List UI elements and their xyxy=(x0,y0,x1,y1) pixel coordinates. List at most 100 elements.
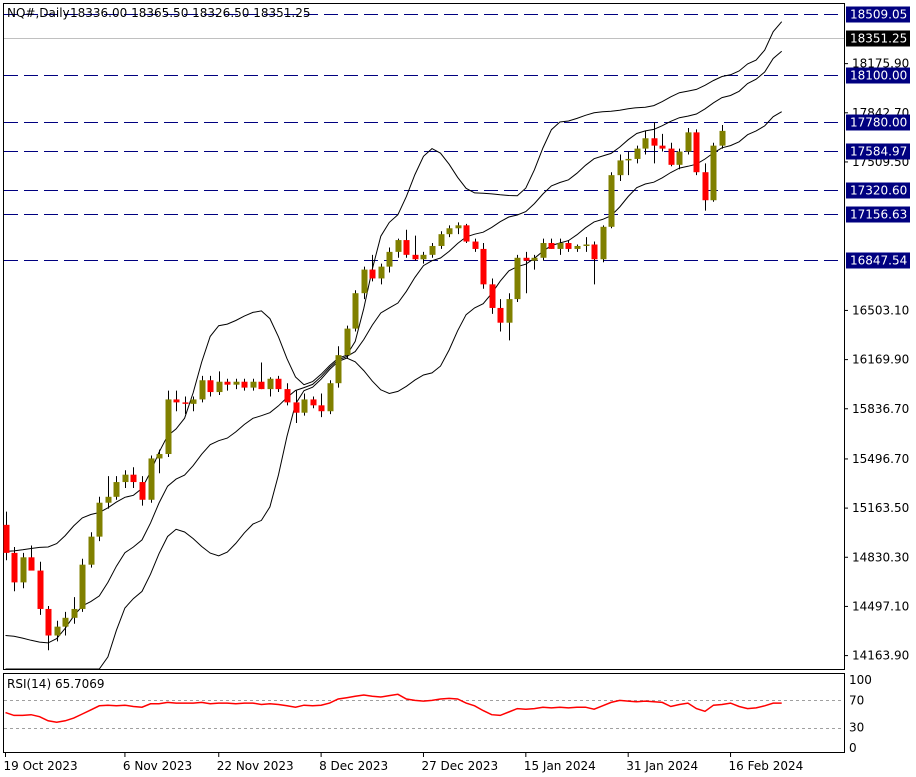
candle xyxy=(378,263,385,285)
candle-body xyxy=(258,381,265,390)
bollinger-mid xyxy=(5,50,783,644)
candle xyxy=(489,278,496,314)
candle-body xyxy=(20,557,27,583)
rsi-tick-label: 0 xyxy=(849,741,857,755)
candle-body xyxy=(617,160,624,176)
candle-body xyxy=(702,172,709,201)
candle xyxy=(233,378,240,390)
candle xyxy=(105,476,112,509)
candle-body xyxy=(378,266,385,279)
candle-body xyxy=(548,243,555,249)
candle xyxy=(96,496,103,542)
candle xyxy=(28,545,35,571)
candle xyxy=(403,229,410,258)
candle xyxy=(224,378,231,391)
level-label-bg xyxy=(846,252,910,269)
candle-body xyxy=(352,293,359,329)
candle-body xyxy=(284,389,291,403)
candle-body xyxy=(438,234,445,246)
candle-body xyxy=(3,524,10,553)
candle-body xyxy=(506,299,513,323)
time-tick-label: 31 Jan 2024 xyxy=(626,759,698,773)
candle xyxy=(361,266,368,300)
candle-body xyxy=(472,241,479,249)
candle xyxy=(668,142,675,167)
candle-body xyxy=(634,148,641,159)
candle-body xyxy=(79,564,86,609)
candle xyxy=(420,251,427,264)
level-label-bg xyxy=(846,67,910,84)
candle xyxy=(702,163,709,211)
candle xyxy=(497,299,504,332)
candle-body xyxy=(625,158,632,161)
candle-body xyxy=(207,380,214,393)
level-label-bg xyxy=(846,114,910,131)
rsi-line xyxy=(5,693,782,723)
candle-body xyxy=(574,245,581,249)
time-tick-label: 27 Dec 2023 xyxy=(421,759,498,773)
candle-body xyxy=(37,570,44,609)
candle-body xyxy=(514,257,521,300)
price-tick-label: 14497.10 xyxy=(852,599,909,613)
time-tick-label: 6 Nov 2023 xyxy=(123,759,192,773)
chart-ohlc: 18336.00 18365.50 18326.50 18351.25 xyxy=(70,6,310,20)
candle-body xyxy=(301,399,308,413)
candle-body xyxy=(497,307,504,323)
price-tick-label: 15496.70 xyxy=(852,452,909,466)
candle-body xyxy=(173,399,180,403)
level-labels: 18509.05 18100.00 17780.00 17584.97 17320.60… xyxy=(846,6,910,269)
candle-body xyxy=(455,225,462,229)
candle xyxy=(429,243,436,258)
candle xyxy=(275,375,282,393)
candle-body xyxy=(659,145,666,149)
candle xyxy=(600,225,607,263)
candle xyxy=(3,511,10,561)
candle xyxy=(301,393,308,416)
level-label: 17780.00 xyxy=(850,116,907,130)
candle-body xyxy=(130,474,137,483)
rsi-panel: 100 70 30 0 xyxy=(4,673,872,755)
candle xyxy=(318,393,325,418)
candle xyxy=(216,371,223,396)
candle-body xyxy=(710,145,717,201)
candle xyxy=(446,225,453,238)
candle-body xyxy=(420,254,427,260)
candle-body xyxy=(233,381,240,385)
time-tick-label: 8 Dec 2023 xyxy=(319,759,388,773)
candle xyxy=(71,597,78,624)
price-tick-label: 16503.10 xyxy=(852,303,909,317)
candle xyxy=(182,396,189,415)
candle xyxy=(523,251,530,294)
candle xyxy=(591,241,598,285)
level-label: 17584.97 xyxy=(850,145,907,159)
candle-body xyxy=(403,240,410,255)
candle-body xyxy=(96,502,103,537)
candle-body xyxy=(591,244,598,260)
candle-body xyxy=(446,228,453,235)
candle xyxy=(412,235,419,261)
candle-body xyxy=(122,474,129,483)
candle xyxy=(455,222,462,235)
candle-body xyxy=(583,244,590,246)
candle-body xyxy=(386,251,393,267)
level-label: 18100.00 xyxy=(850,69,907,83)
candles xyxy=(3,122,726,651)
bollinger-upper xyxy=(5,21,783,552)
candle-body xyxy=(139,482,146,500)
candle xyxy=(540,238,547,261)
candle xyxy=(258,362,265,390)
main-chart-frame xyxy=(3,3,845,670)
candle-body xyxy=(676,151,683,165)
candle-body xyxy=(250,381,257,388)
candle-body xyxy=(327,383,334,412)
rsi-title: RSI(14) 65.7069 xyxy=(7,677,105,691)
candle xyxy=(267,377,274,397)
level-label-bg xyxy=(846,6,910,23)
candle-body xyxy=(395,240,402,252)
candle-body xyxy=(523,257,530,261)
candle-body xyxy=(165,399,172,455)
candle-body xyxy=(156,454,163,459)
candle-body xyxy=(45,608,52,636)
candle-body xyxy=(463,225,470,242)
candle xyxy=(719,124,726,149)
